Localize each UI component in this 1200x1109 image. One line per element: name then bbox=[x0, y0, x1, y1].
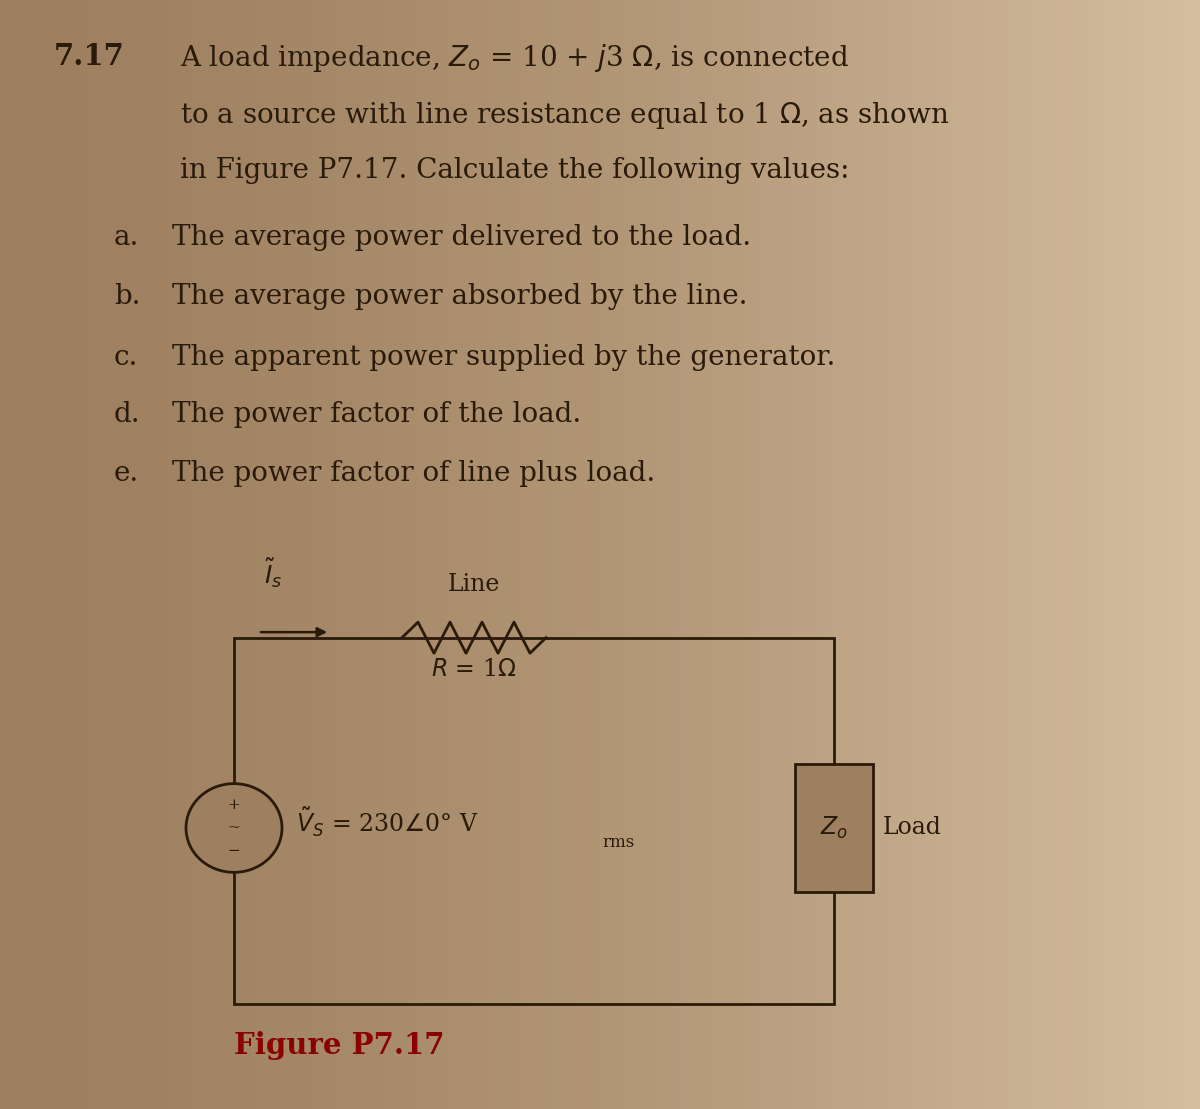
Text: ~: ~ bbox=[228, 821, 240, 835]
Text: The power factor of line plus load.: The power factor of line plus load. bbox=[172, 460, 655, 487]
Text: in Figure P7.17. Calculate the following values:: in Figure P7.17. Calculate the following… bbox=[180, 157, 850, 184]
Text: The power factor of the load.: The power factor of the load. bbox=[172, 401, 581, 428]
Text: $Z_o$: $Z_o$ bbox=[820, 815, 848, 841]
Text: +: + bbox=[228, 797, 240, 812]
Text: The average power delivered to the load.: The average power delivered to the load. bbox=[172, 224, 751, 251]
Text: Line: Line bbox=[448, 572, 500, 596]
Text: d.: d. bbox=[114, 401, 140, 428]
Text: The apparent power supplied by the generator.: The apparent power supplied by the gener… bbox=[172, 344, 835, 370]
Text: c.: c. bbox=[114, 344, 138, 370]
Text: Load: Load bbox=[883, 816, 942, 840]
Bar bbox=[796, 764, 874, 892]
Text: 7.17: 7.17 bbox=[54, 42, 125, 71]
Text: to a source with line resistance equal to 1 $\Omega$, as shown: to a source with line resistance equal t… bbox=[180, 100, 949, 131]
Text: −: − bbox=[228, 844, 240, 858]
Text: e.: e. bbox=[114, 460, 139, 487]
Text: b.: b. bbox=[114, 283, 140, 309]
Text: The average power absorbed by the line.: The average power absorbed by the line. bbox=[172, 283, 748, 309]
Text: A load impedance, $Z_o$ = 10 + $j$3 $\Omega$, is connected: A load impedance, $Z_o$ = 10 + $j$3 $\Om… bbox=[180, 42, 850, 74]
Text: Figure P7.17: Figure P7.17 bbox=[234, 1031, 444, 1060]
Text: $\tilde{I}_s$: $\tilde{I}_s$ bbox=[264, 557, 282, 590]
Text: $R$ = 1$\Omega$: $R$ = 1$\Omega$ bbox=[431, 658, 517, 681]
Circle shape bbox=[186, 784, 282, 873]
Text: a.: a. bbox=[114, 224, 139, 251]
Text: $\tilde{V}_S$ = 230$\angle$0° V: $\tilde{V}_S$ = 230$\angle$0° V bbox=[296, 806, 479, 840]
Text: rms: rms bbox=[602, 834, 635, 851]
